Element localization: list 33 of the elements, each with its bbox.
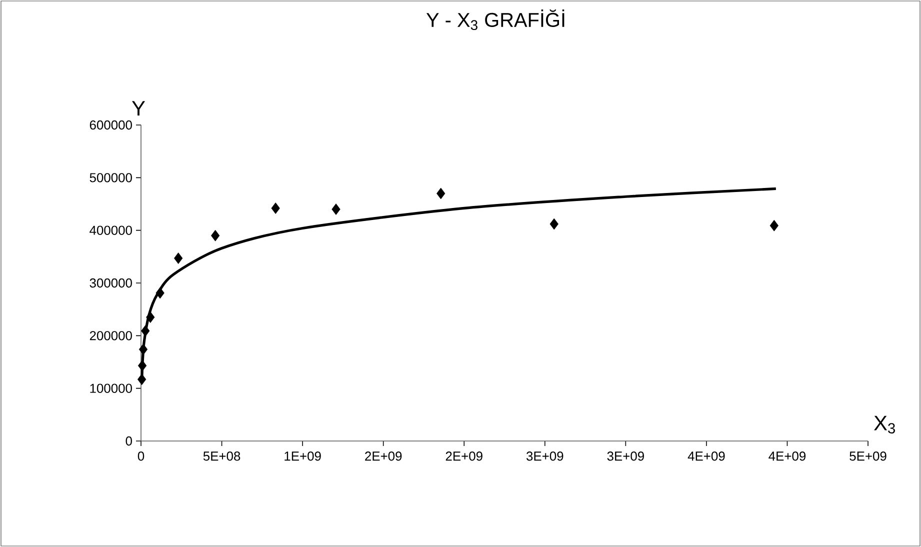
point bbox=[436, 188, 446, 200]
y-tick-label: 400000 bbox=[90, 226, 132, 235]
x-tick-label: 2E+09 bbox=[365, 452, 402, 461]
y-tick-label: 600000 bbox=[90, 120, 132, 130]
point bbox=[770, 220, 778, 232]
x-tick-label: 0 bbox=[138, 452, 144, 461]
point bbox=[141, 325, 150, 337]
chart-title: Y - X$_{3}$ GRAFİĞİ bbox=[426, 10, 564, 30]
y-tick-label: 500000 bbox=[90, 173, 132, 182]
y-axis-title: Y bbox=[132, 101, 146, 116]
point bbox=[550, 218, 558, 230]
x-tick-label: 1E+09 bbox=[284, 452, 321, 461]
y-tick-label: 100000 bbox=[90, 384, 132, 393]
point bbox=[146, 312, 155, 323]
point bbox=[138, 360, 147, 372]
x-axis-title: X$_{3}$ bbox=[874, 416, 895, 434]
y-tick-label: 200000 bbox=[90, 331, 132, 340]
point bbox=[156, 287, 164, 299]
point bbox=[174, 252, 183, 264]
point bbox=[137, 374, 146, 386]
x-tick-label: 3E+09 bbox=[607, 452, 644, 461]
point bbox=[332, 204, 340, 215]
x-tick-label: 3E+09 bbox=[526, 452, 564, 461]
point bbox=[210, 230, 220, 242]
point bbox=[271, 202, 280, 214]
x-tick-label: 4E+09 bbox=[688, 452, 725, 461]
x-tick-label: 5E+09 bbox=[850, 452, 886, 461]
y-tick-label: 300000 bbox=[90, 278, 132, 288]
y-tick-label: 0 bbox=[126, 436, 132, 446]
point bbox=[138, 344, 148, 356]
x-tick-label: 2E+09 bbox=[446, 452, 482, 461]
x-tick-label: 5E+08 bbox=[203, 452, 240, 461]
x-tick-label: 4E+09 bbox=[768, 452, 806, 461]
